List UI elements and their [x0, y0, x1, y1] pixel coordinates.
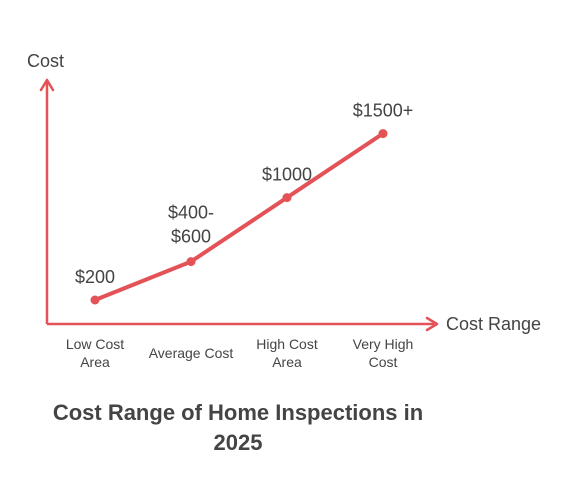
- chart-title: Cost Range of Home Inspections in 2025: [53, 400, 423, 455]
- x-tick-labels: Low Cost Area Average Cost High Cost Area Ver…: [66, 336, 414, 370]
- x-tick-label: Average Cost: [149, 345, 234, 361]
- x-tick-label: Low Cost Area: [66, 336, 124, 370]
- y-axis-title: Cost: [27, 51, 64, 71]
- x-tick-label: Very High Cost: [353, 336, 414, 370]
- y-axis-arrowhead: [39, 78, 55, 92]
- data-label: $1000: [262, 165, 312, 185]
- y-axis: Cost: [27, 51, 64, 324]
- data-labels: $200 $400-$600 $1000 $1500+: [75, 101, 413, 287]
- data-label: $200: [75, 267, 115, 287]
- x-axis-title: Cost Range: [446, 314, 541, 334]
- x-axis: Cost Range: [47, 314, 541, 334]
- x-tick-label: High Cost Area: [256, 336, 318, 370]
- data-point: [186, 257, 196, 267]
- series-line: [93, 131, 385, 302]
- series-cost: [90, 129, 388, 305]
- data-point: [90, 295, 100, 305]
- chart-title-group: Cost Range of Home Inspections in 2025: [53, 400, 423, 455]
- data-label: $400-$600: [168, 203, 214, 247]
- data-point: [282, 193, 292, 203]
- data-point: [378, 129, 388, 139]
- data-label: $1500+: [353, 101, 414, 121]
- x-axis-arrowhead: [425, 316, 439, 332]
